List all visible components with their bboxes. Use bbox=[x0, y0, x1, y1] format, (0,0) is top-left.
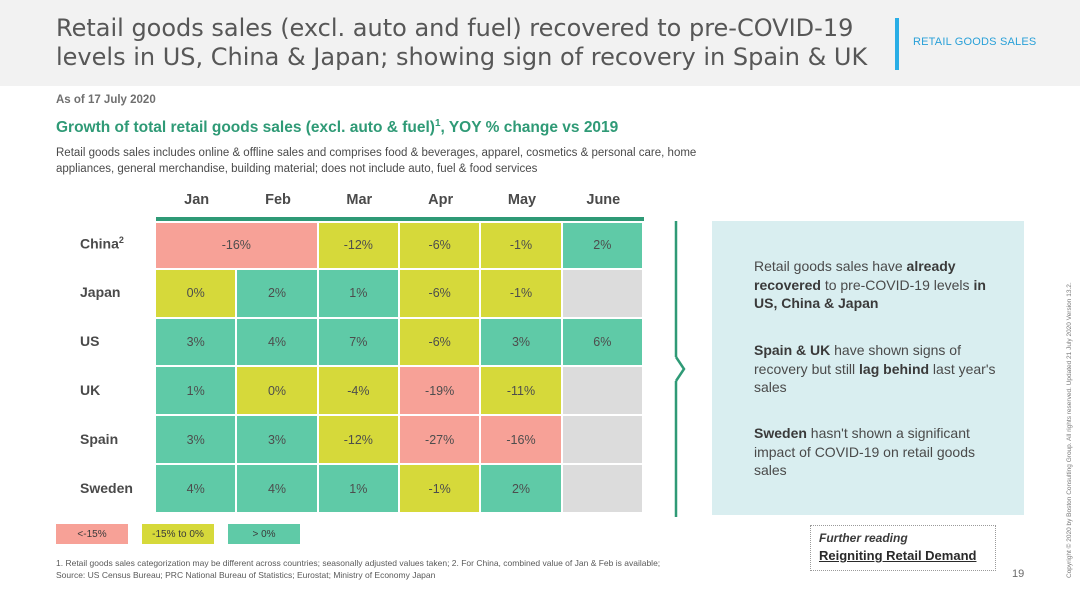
insight-lagging: Spain & UK have shown signs of recovery … bbox=[754, 341, 1004, 397]
heatmap-cell-japan-apr: -6% bbox=[399, 269, 480, 317]
section-accent-bar bbox=[895, 18, 899, 70]
row-label-china: China2 bbox=[80, 235, 124, 252]
heatmap-cell-spain-may: -16% bbox=[481, 416, 561, 464]
row-label-japan: Japan bbox=[80, 284, 120, 300]
heatmap-cell-japan-june bbox=[562, 269, 642, 317]
column-header-may: May bbox=[507, 192, 537, 208]
heatmap-cell-japan-mar: 1% bbox=[318, 269, 398, 317]
heatmap-top-rule bbox=[156, 217, 644, 221]
heatmap-cell-uk-may: -11% bbox=[481, 367, 561, 415]
legend-item-above-0: > 0% bbox=[228, 524, 300, 544]
row-label-uk: UK bbox=[80, 382, 100, 398]
heatmap-cell-japan-feb: 2% bbox=[237, 269, 317, 317]
chart-subtitle: Retail goods sales includes online & off… bbox=[56, 147, 697, 175]
insights-panel: Retail goods sales have already recovere… bbox=[712, 221, 1024, 515]
row-label-text: UK bbox=[80, 381, 101, 398]
heatmap-cell-japan-jan: 0% bbox=[156, 269, 236, 317]
row-label-text: US bbox=[80, 333, 100, 350]
chevron-right-icon bbox=[674, 356, 686, 382]
chart-title: Growth of total retail goods sales (excl… bbox=[56, 118, 618, 137]
insight-text: hasn't shown a significant impact of COV… bbox=[754, 425, 975, 478]
further-reading-box: Further reading Reigniting Retail Demand bbox=[810, 525, 996, 571]
heatmap-cell-sweden-mar: 1% bbox=[318, 465, 398, 512]
heatmap-cell-china-june: 2% bbox=[562, 223, 642, 268]
further-reading-link[interactable]: Reigniting Retail Demand bbox=[819, 548, 977, 563]
insight-emphasis: Spain & UK bbox=[754, 342, 831, 358]
heatmap-cell-sweden-jan: 4% bbox=[156, 465, 236, 512]
footnote-sources: Source: US Census Bureau; PRC National B… bbox=[56, 569, 436, 580]
heatmap-cell-us-june: 6% bbox=[562, 318, 642, 366]
column-header-feb: Feb bbox=[265, 192, 291, 208]
heatmap-cell-uk-feb: 0% bbox=[237, 367, 317, 415]
chart-title-text: Growth of total retail goods sales (excl… bbox=[56, 119, 435, 137]
insight-emphasis: in US, China & Japan bbox=[754, 276, 986, 312]
heatmap-cell-china-jan: -16% bbox=[156, 223, 317, 268]
chart-title-suffix: , YOY % change vs 2019 bbox=[440, 119, 619, 137]
copyright-notice: Copyright © 2020 by Boston Consulting Gr… bbox=[1066, 282, 1073, 578]
chart-title-footnote-marker: 1 bbox=[434, 118, 441, 129]
insight-text: Retail goods sales have bbox=[754, 258, 907, 274]
header-bar: Retail goods sales (excl. auto and fuel)… bbox=[0, 0, 1080, 86]
heatmap-cell-us-feb: 4% bbox=[237, 318, 317, 366]
row-label-spain: Spain bbox=[80, 431, 118, 447]
heatmap-cell-spain-mar: -12% bbox=[318, 416, 398, 464]
heatmap-cell-us-apr: -6% bbox=[399, 318, 480, 366]
further-reading-label: Further reading bbox=[819, 531, 908, 545]
row-label-footnote-marker: 2 bbox=[118, 235, 124, 246]
heatmap-cell-sweden-june bbox=[562, 465, 642, 512]
insight-recovered: Retail goods sales have already recovere… bbox=[754, 257, 1004, 313]
footnotes: 1. Retail goods sales categorization may… bbox=[56, 558, 816, 581]
insight-sweden: Sweden hasn't shown a significant impact… bbox=[754, 424, 1004, 480]
legend-item-below-minus-15: <-15% bbox=[56, 524, 128, 544]
footnote-definitions: 1. Retail goods sales categorization may… bbox=[56, 558, 661, 568]
row-label-text: Spain bbox=[80, 430, 119, 447]
page-number: 19 bbox=[1012, 568, 1025, 580]
insight-text: to pre-COVID-19 levels bbox=[820, 276, 974, 293]
row-label-sweden: Sweden bbox=[80, 480, 133, 496]
slide-headline: Retail goods sales (excl. auto and fuel)… bbox=[56, 14, 868, 71]
chevron-divider bbox=[674, 221, 686, 517]
row-label-text: Sweden bbox=[80, 479, 133, 496]
column-header-mar: Mar bbox=[346, 192, 373, 208]
heatmap-cell-uk-apr: -19% bbox=[399, 367, 480, 415]
legend-item-minus-15-to-0: -15% to 0% bbox=[142, 524, 214, 544]
heatmap-cell-us-jan: 3% bbox=[156, 318, 236, 366]
heatmap-cell-uk-june bbox=[562, 367, 642, 415]
heatmap-cell-us-may: 3% bbox=[481, 318, 561, 366]
section-tag: RETAIL GOODS SALES bbox=[913, 36, 1037, 48]
row-label-text: Japan bbox=[80, 284, 121, 301]
heatmap-cell-spain-jan: 3% bbox=[156, 416, 236, 464]
heatmap-cell-uk-mar: -4% bbox=[318, 367, 398, 415]
heatmap-cell-sweden-may: 2% bbox=[481, 465, 561, 512]
insight-text: have shown signs of recovery but still bbox=[754, 342, 961, 377]
insight-emphasis: Sweden bbox=[754, 425, 807, 441]
heatmap-cell-spain-apr: -27% bbox=[399, 416, 480, 464]
insight-text: last year's sales bbox=[754, 360, 996, 396]
heatmap-cell-japan-may: -1% bbox=[481, 269, 561, 317]
heatmap-cell-china-may: -1% bbox=[481, 223, 561, 268]
row-label-text: China bbox=[80, 236, 119, 253]
column-header-jan: Jan bbox=[184, 192, 210, 208]
row-label-us: US bbox=[80, 333, 99, 349]
heatmap-cell-china-apr: -6% bbox=[399, 223, 480, 268]
heatmap-cell-spain-june bbox=[562, 416, 642, 464]
insight-emphasis: lag behind bbox=[859, 360, 930, 377]
as-of-date: As of 17 July 2020 bbox=[56, 94, 156, 106]
heatmap-cell-china-mar: -12% bbox=[318, 223, 398, 268]
column-header-apr: Apr bbox=[428, 192, 454, 208]
column-header-june: June bbox=[586, 192, 621, 208]
heatmap-cell-us-mar: 7% bbox=[318, 318, 398, 366]
heatmap-cell-sweden-feb: 4% bbox=[237, 465, 317, 512]
heatmap-cell-uk-jan: 1% bbox=[156, 367, 236, 415]
insight-emphasis: already recovered bbox=[754, 258, 956, 293]
heatmap-cell-spain-feb: 3% bbox=[237, 416, 317, 464]
heatmap-cell-sweden-apr: -1% bbox=[399, 465, 480, 512]
